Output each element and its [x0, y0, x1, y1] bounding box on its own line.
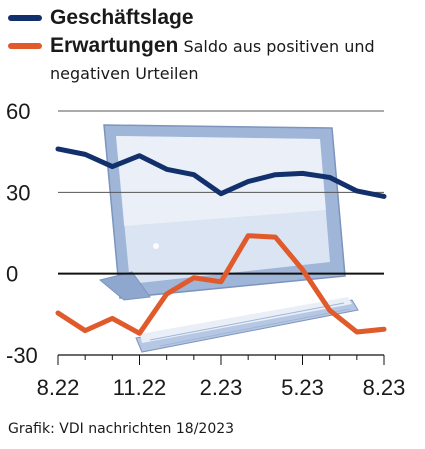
y-tick-label: 30 [6, 180, 30, 205]
x-tick-label: 11.22 [113, 375, 166, 400]
legend-item-erwartungen: Erwartungen Saldo aus positiven und nega… [8, 32, 423, 87]
x-tick-label: 8.23 [363, 375, 406, 400]
source-credit: Grafik: VDI nachrichten 18/2023 [8, 421, 235, 437]
x-tick-label: 5.23 [281, 375, 324, 400]
x-tick-label: 2.23 [200, 375, 243, 400]
computer-illustration [98, 124, 359, 353]
x-tick-label: 8.22 [37, 375, 80, 400]
chart-subtitle-line2: negativen Urteilen [50, 64, 199, 83]
legend-label-geschaeftslage: Geschäftslage [50, 6, 194, 29]
legend-label-erwartungen: Erwartungen [50, 34, 179, 57]
y-tick-label: 60 [6, 99, 30, 124]
series-line-geschaeftslage [55, 146, 387, 199]
legend-item-geschaeftslage: Geschäftslage [8, 4, 423, 32]
chart-subtitle-line1: Saldo aus positiven und [183, 37, 375, 56]
y-tick-label: -30 [6, 343, 38, 368]
series-line-erwartungen [55, 233, 387, 336]
y-tick-label: 0 [6, 262, 18, 287]
legend: Geschäftslage Erwartungen Saldo aus posi… [8, 4, 423, 87]
legend-swatch-geschaeftslage [8, 15, 42, 21]
legend-swatch-erwartungen [8, 43, 42, 49]
